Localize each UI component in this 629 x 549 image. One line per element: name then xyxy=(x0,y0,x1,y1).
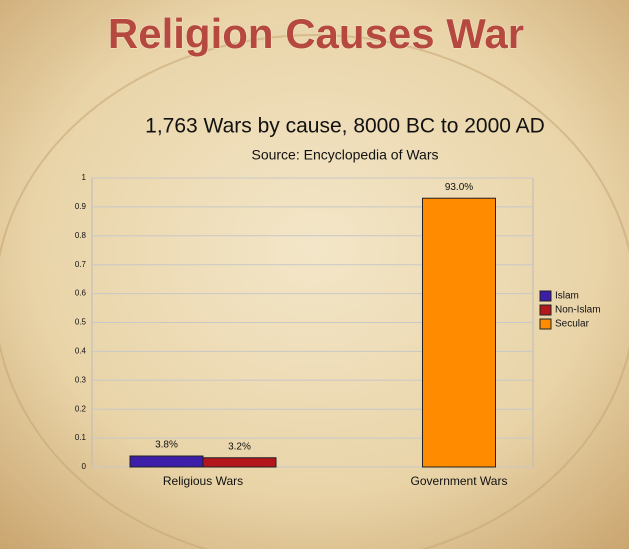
y-tick-label: 0.1 xyxy=(75,433,87,442)
y-tick-label: 0.9 xyxy=(75,202,87,211)
chart-subtitle: Source: Encyclopedia of Wars xyxy=(251,147,438,163)
legend-swatch xyxy=(539,304,552,316)
y-tick-label: 0.5 xyxy=(75,318,87,327)
bar xyxy=(202,457,277,468)
y-tick-label: 0 xyxy=(82,462,87,471)
legend-swatch xyxy=(539,318,552,330)
data-label: 3.2% xyxy=(228,441,251,452)
y-tick-label: 0.3 xyxy=(75,375,87,384)
x-tick-label: Government Wars xyxy=(411,474,508,488)
y-tick-label: 0.4 xyxy=(75,347,87,356)
y-tick-label: 1 xyxy=(82,173,87,182)
legend-label: Islam xyxy=(555,291,579,302)
chart-title: 1,763 Wars by cause, 8000 BC to 2000 AD xyxy=(145,115,545,138)
data-label: 93.0% xyxy=(445,182,473,193)
y-tick-label: 0.6 xyxy=(75,289,87,298)
y-tick-label: 0.8 xyxy=(75,231,87,240)
y-tick-label: 0.7 xyxy=(75,260,87,269)
decoration xyxy=(0,34,629,549)
bar xyxy=(129,455,204,468)
legend-label: Secular xyxy=(555,319,590,330)
headline: Religion Causes War xyxy=(108,10,524,57)
y-tick-label: 0.2 xyxy=(75,404,87,413)
x-tick-label: Religious Wars xyxy=(163,474,243,488)
data-label: 3.8% xyxy=(155,440,178,451)
bar xyxy=(422,197,496,468)
legend-label: Non-Islam xyxy=(555,305,601,316)
legend-swatch xyxy=(539,290,552,302)
